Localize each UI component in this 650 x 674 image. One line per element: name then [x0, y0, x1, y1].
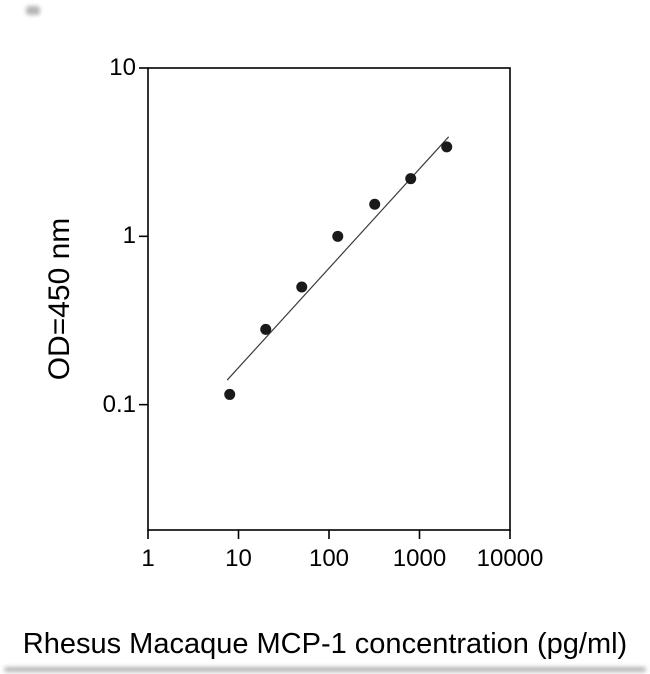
fit-line [226, 136, 450, 381]
data-point [260, 323, 272, 335]
x-tick-label: 10 [225, 545, 252, 572]
bottom-edge-artifact [4, 667, 646, 672]
data-point [441, 141, 453, 153]
y-tick-label: 0.1 [102, 390, 136, 418]
data-point [224, 388, 236, 400]
y-tick-label: 10 [109, 54, 136, 81]
y-tick-label: 1 [122, 222, 136, 250]
data-point [369, 198, 381, 210]
x-tick-label: 1 [141, 545, 155, 572]
x-axis-title: Rhesus Macaque MCP-1 concentration (pg/m… [22, 628, 628, 660]
x-tick-label: 100 [308, 545, 350, 572]
corner-artifact-mark [26, 6, 40, 15]
plot-frame [147, 67, 511, 531]
x-tick-label: 10000 [476, 545, 544, 572]
data-point [405, 173, 417, 185]
y-axis-title: OD=450 nm [43, 217, 76, 381]
x-tick-label: 1000 [392, 545, 447, 572]
data-point [296, 281, 308, 293]
data-point [332, 230, 344, 242]
